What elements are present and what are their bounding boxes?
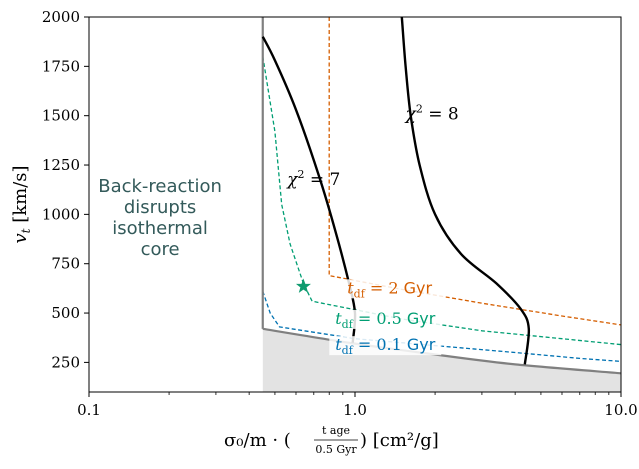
x-tick-label: 10.0 [604,401,637,419]
y-tick-label: 2000 [42,8,80,26]
tdf-label-value: = 0.1 [353,335,407,354]
tdf-label-0: tdf = 2 Gyr [347,278,432,300]
tdf-label-unit: Gyr [404,278,433,297]
y-tick-label: 1000 [42,205,80,223]
tdf-label-2: tdf = 0.1 Gyr [335,335,436,357]
tdf-label-bg [329,336,442,356]
tdf-label-symbol: t [335,335,342,354]
chi2-label-sup: 2 [416,103,423,116]
tdf-label-bg [333,279,446,299]
region-annotation-line: core [141,239,180,260]
y-axis-title-unit: [km/s] [10,165,31,228]
tdf-label-sub: df [342,318,354,331]
x-axis-title-main: σ₀/m · ( [224,430,291,451]
region-annotation-line: disrupts [124,197,196,218]
tdf-label-sub: df [342,344,354,357]
chi2-label-symbol: χ [286,170,299,190]
y-tick-label: 500 [51,304,80,322]
y-tick-label: 750 [51,255,80,273]
tdf-label-unit: Gyr [407,309,436,328]
tdf-label-sub: df [354,287,366,300]
region-annotation-line: Back-reaction [98,176,222,197]
tdf-label-symbol: t [347,278,354,297]
chi2-contour-1 [400,17,531,365]
chi2-label-1: χ2 = 8 [405,103,459,125]
x-axis-title-frac-num: t age [322,424,350,437]
y-axis-title-sub: t [19,228,33,233]
star-marker [295,278,311,293]
chi2-label-value: = 8 [423,105,459,125]
region-annotation: Back-reaction disrupts isothermal core [98,176,222,260]
y-tick-label: 1500 [42,107,80,125]
x-axis-title-tail: ) [cm²/g] [360,430,439,451]
tdf-label-symbol: t [335,309,342,328]
region-annotation-line: isothermal [112,218,208,239]
tdf-line-1 [262,56,621,346]
y-tick-label: 250 [51,353,80,371]
chi2-label-value: = 7 [305,170,341,190]
y-tick-label: 1250 [42,156,80,174]
tdf-label-unit: Gyr [407,335,436,354]
x-tick-label: 0.1 [77,401,101,419]
chi2-label-0: χ2 = 7 [286,168,340,190]
chi2-label-symbol: χ [405,105,418,125]
tdf-label-bg [329,309,442,329]
tdf-label-1: tdf = 0.5 Gyr [335,309,436,331]
x-axis-title-frac-den: 0.5 Gyr [315,443,357,456]
x-tick-label: 1.0 [343,401,367,419]
y-axis-title-var: v [10,233,31,243]
tdf-label-value: = 2 [365,278,404,297]
y-axis-title: vt [km/s] [10,165,33,243]
y-tick-label: 1750 [42,57,80,75]
tdf-label-value: = 0.5 [353,309,407,328]
chi2-label-sup: 2 [298,168,305,181]
